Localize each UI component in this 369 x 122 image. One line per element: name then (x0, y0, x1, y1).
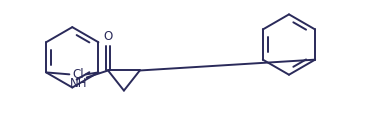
Text: O: O (103, 30, 113, 43)
Text: NH: NH (70, 77, 87, 90)
Text: Cl: Cl (73, 68, 85, 81)
